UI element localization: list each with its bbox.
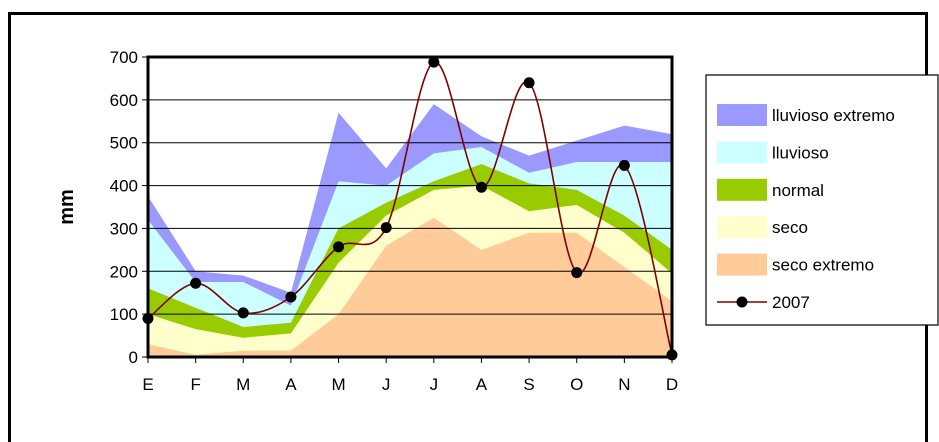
y-tick-label-2: 200 <box>110 262 138 281</box>
point-2007-7 <box>475 181 487 193</box>
x-tick-label-7: A <box>476 375 488 394</box>
legend-label-3: seco <box>772 218 808 237</box>
y-tick-label-3: 300 <box>110 219 138 238</box>
x-tick-label-8: S <box>523 375 534 394</box>
y-axis-label: mm <box>56 189 78 225</box>
point-2007-1 <box>190 277 202 289</box>
legend-swatch-2 <box>717 178 767 201</box>
x-tick-label-0: E <box>142 375 153 394</box>
y-tick-label-5: 500 <box>110 134 138 153</box>
legend-label-2007: 2007 <box>772 293 810 312</box>
legend-swatch-4 <box>717 253 767 276</box>
x-tick-label-1: F <box>190 375 200 394</box>
x-tick-label-9: O <box>570 375 583 394</box>
point-2007-5 <box>380 222 392 234</box>
bands-layer <box>148 57 672 358</box>
point-2007-3 <box>285 291 297 303</box>
point-2007-4 <box>333 241 345 253</box>
x-tick-label-3: A <box>285 375 297 394</box>
x-tick-label-10: N <box>618 375 630 394</box>
point-2007-8 <box>523 77 535 89</box>
y-tick-label-6: 600 <box>110 91 138 110</box>
legend-swatch-0 <box>717 104 767 126</box>
point-2007-9 <box>571 267 583 279</box>
x-tick-label-4: M <box>331 375 345 394</box>
legend-swatch-1 <box>717 141 767 164</box>
legend-label-0: lluvioso extremo <box>772 106 895 125</box>
chart-svg: 0 100 200 300 400 500 600 700 E F M A M J J A S O N D mm ll… <box>56 48 939 394</box>
axes-layer <box>146 55 674 359</box>
x-tick-label-11: D <box>666 375 678 394</box>
y-tick-label-7: 700 <box>110 48 138 67</box>
point-2007-2 <box>237 307 249 319</box>
grid-layer <box>148 56 672 315</box>
legend-label-2: normal <box>772 181 824 200</box>
legend-label-1: lluvioso <box>772 143 829 162</box>
legend-label-4: seco extremo <box>772 256 874 275</box>
x-tick-label-6: J <box>430 375 439 394</box>
ticks-layer: 0 100 200 300 400 500 600 700 E F M A M J J A S O N D <box>110 48 679 394</box>
legend-swatch-3 <box>717 216 767 239</box>
area-band-4 <box>148 217 672 357</box>
y-tick-label-4: 400 <box>110 177 138 196</box>
y-tick-label-0: 0 <box>129 348 138 367</box>
x-tick-label-2: M <box>236 375 250 394</box>
x-tick-label-5: J <box>382 375 391 394</box>
point-2007-6 <box>428 56 440 68</box>
legend: lluvioso extremo lluvioso normal seco seco e… <box>705 74 939 326</box>
legend-marker-2007 <box>736 296 748 308</box>
point-2007-10 <box>618 159 630 171</box>
line-layer <box>142 56 678 361</box>
series-line-2007 <box>147 61 673 356</box>
y-tick-label-1: 100 <box>110 305 138 324</box>
